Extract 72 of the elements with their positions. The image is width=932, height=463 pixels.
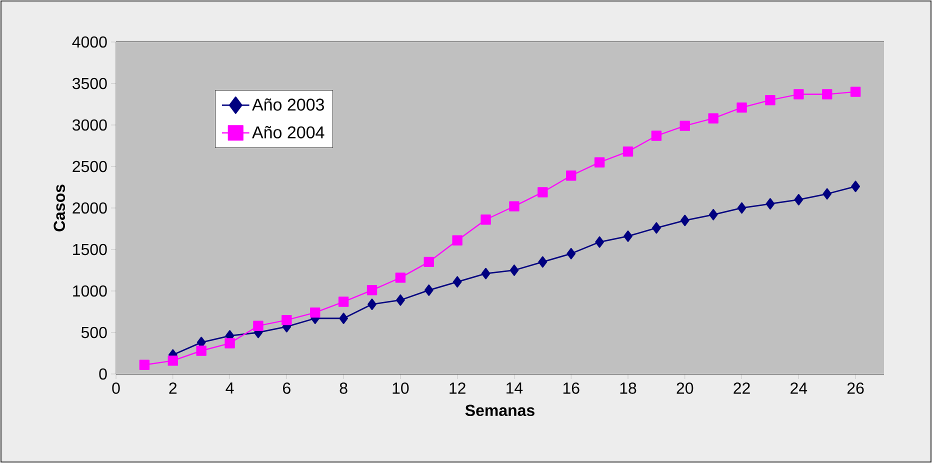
x-tick-label: 24 [790,382,808,394]
point [566,170,576,181]
point [224,338,235,348]
x-axis-title: Semanas [465,404,534,416]
x-tick-label: 0 [112,382,120,394]
point [851,180,860,192]
point [481,268,490,280]
point [622,146,634,157]
point [595,236,604,248]
point [424,256,434,268]
x-tick-label: 26 [847,382,864,394]
point [396,294,405,306]
point [339,312,348,324]
point [680,120,690,131]
y-axis-title: Casos [54,184,66,232]
point [766,198,775,210]
point [822,188,832,200]
legend-label: Año 2004 [252,126,324,138]
y-tick-label: 4000 [72,36,107,48]
point [168,356,178,366]
point [652,222,661,234]
x-tick-label: 14 [506,382,523,394]
point [624,230,632,242]
y-tick-label: 2000 [72,202,107,214]
x-tick-label: 18 [620,382,636,394]
point [253,320,264,331]
point [736,102,747,113]
point [737,202,746,214]
y-tick-label: 3500 [72,78,107,90]
y-tick-label: 0 [99,368,107,380]
point [566,248,576,260]
point [196,346,206,356]
x-tick-label: 10 [392,382,409,394]
x-tick-label: 20 [676,382,694,394]
x-tick-label: 2 [169,382,177,394]
point [310,307,320,318]
x-tick-label: 22 [734,382,750,394]
y-tick-label: 2500 [72,160,107,172]
point [424,284,434,296]
point [794,89,804,100]
point [338,296,349,307]
x-tick-label: 4 [226,382,234,394]
x-tick-label: 12 [450,382,466,394]
point [366,285,378,296]
point [538,187,548,198]
point [538,256,548,268]
point [850,86,861,97]
point [765,94,776,106]
x-tick-label: 8 [340,382,348,394]
point [708,208,718,220]
x-tick-label: 6 [283,382,290,394]
y-tick-label: 500 [81,326,107,338]
point [452,276,462,288]
legend-label: Año 2003 [252,98,324,111]
point [395,272,406,283]
point [282,314,292,326]
point [368,298,376,310]
point [822,89,832,100]
y-tick-label: 1000 [73,285,107,297]
point [510,264,519,276]
point [480,214,491,225]
y-tick-label: 3000 [72,119,107,131]
point [708,113,718,124]
y-tick-label: 1500 [73,244,107,256]
point [651,130,662,141]
point [509,201,520,212]
point [680,214,690,226]
point [452,235,462,246]
x-tick-label: 16 [563,382,580,394]
point [594,157,605,168]
point [139,360,150,370]
point [794,194,804,206]
